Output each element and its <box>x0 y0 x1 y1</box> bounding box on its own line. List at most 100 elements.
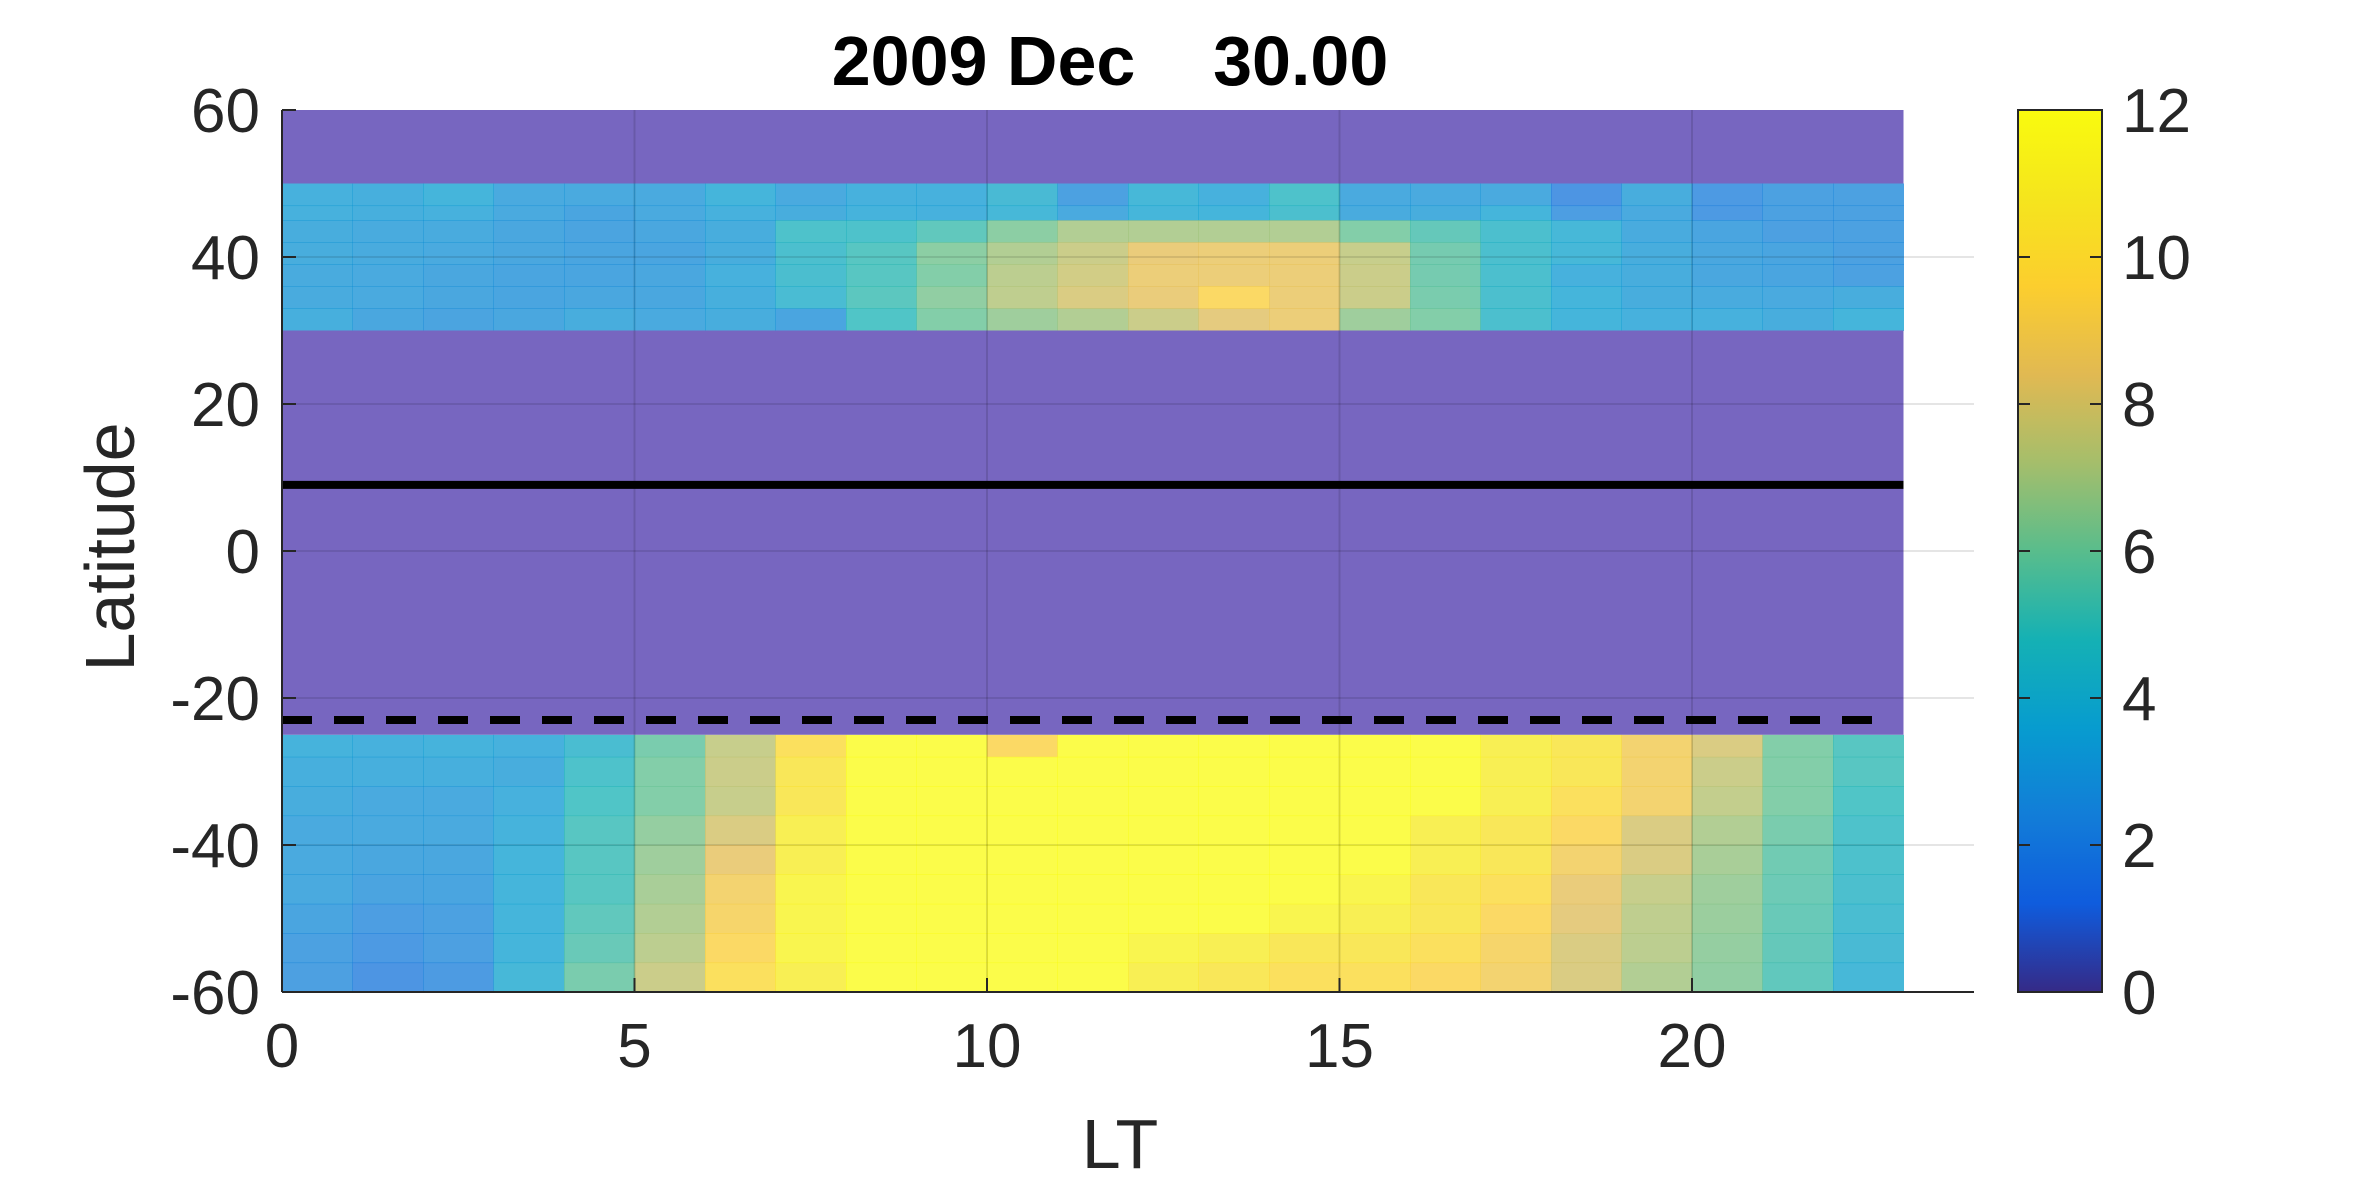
grid-lines <box>282 110 1974 992</box>
heatmap-cell <box>1833 874 1904 905</box>
heatmap-cell <box>1762 734 1834 758</box>
heatmap-cell <box>846 734 917 758</box>
heatmap-cell <box>564 286 635 309</box>
heatmap-cell <box>1621 734 1693 758</box>
heatmap-cell <box>634 874 706 905</box>
heatmap-cell <box>493 903 565 934</box>
heatmap-cell <box>846 903 917 934</box>
heatmap-cell <box>564 874 635 905</box>
heatmap-cell <box>916 756 988 787</box>
heatmap-cell <box>1692 874 1763 905</box>
heatmap-cell <box>1339 903 1411 934</box>
heatmap-cell <box>493 786 565 817</box>
heatmap-cell <box>352 183 424 207</box>
heatmap-cell <box>1128 874 1199 905</box>
heatmap-cell <box>987 962 1058 993</box>
heatmap-cell <box>705 242 776 265</box>
heatmap-cell <box>1551 903 1622 934</box>
heatmap-cell <box>1551 786 1622 817</box>
heatmap-cell <box>1198 815 1270 846</box>
heatmap-cell <box>846 845 917 875</box>
heatmap-cell <box>1480 903 1552 934</box>
heatmap-cell <box>564 786 635 817</box>
y-tick-label: 20 <box>191 371 260 440</box>
heatmap-cell <box>1762 242 1834 265</box>
heatmap-cell <box>1057 786 1129 817</box>
heatmap-cell <box>916 962 988 993</box>
heatmap-cell <box>1410 962 1481 993</box>
heatmap-cell <box>1198 183 1270 207</box>
heatmap-cell <box>1128 264 1199 287</box>
colorbar: 12 10 8 6 4 2 0 <box>2017 77 2191 1028</box>
colorbar-tick-label: 4 <box>2122 665 2156 734</box>
heatmap-cell <box>1410 845 1481 875</box>
heatmap-cell <box>987 933 1058 964</box>
heatmap-cell <box>564 205 635 221</box>
heatmap-cell <box>1198 734 1270 758</box>
heatmap-cell <box>1198 756 1270 787</box>
heatmap-cell <box>987 264 1058 287</box>
heatmap-cell <box>1551 220 1622 243</box>
heatmap-cell <box>1480 220 1552 243</box>
heatmap-cell <box>1692 734 1763 758</box>
colorbar-tick-label: 12 <box>2122 77 2191 146</box>
heatmap-cell <box>1057 962 1129 993</box>
heatmap-cell <box>352 786 424 817</box>
heatmap-cell <box>423 874 494 905</box>
heatmap-cell <box>493 734 565 758</box>
heatmap-cell <box>846 308 917 331</box>
heatmap-cell <box>1410 903 1481 934</box>
heatmap-cell <box>1480 183 1552 207</box>
heatmap-cell <box>1833 845 1904 875</box>
heatmap-cell <box>282 308 353 331</box>
heatmap-cell <box>1339 308 1411 331</box>
heatmap-cell <box>1198 264 1270 287</box>
heatmap-cell <box>987 903 1058 934</box>
heatmap-cell <box>1621 933 1693 964</box>
heatmap-cell <box>1833 815 1904 846</box>
heatmap-cell <box>634 183 706 207</box>
heatmap-cell <box>352 933 424 964</box>
heatmap-cell <box>282 786 353 817</box>
heatmap-cell <box>352 903 424 934</box>
heatmap-cell <box>1339 962 1411 993</box>
heatmap-cell <box>1128 308 1199 331</box>
heatmap-cell <box>705 220 776 243</box>
heatmap-cell <box>1692 786 1763 817</box>
heatmap-cell <box>1551 264 1622 287</box>
heatmap-cell <box>1833 183 1904 207</box>
heatmap-cell <box>282 220 353 243</box>
heatmap-cell <box>423 220 494 243</box>
heatmap-cell <box>1833 962 1904 993</box>
heatmap-cell <box>987 286 1058 309</box>
heatmap-cell <box>1198 220 1270 243</box>
heatmap-cell <box>1621 845 1693 875</box>
heatmap-cell <box>916 903 988 934</box>
heatmap-cell <box>846 183 917 207</box>
heatmap-cell <box>1762 815 1834 846</box>
heatmap-cell <box>1480 786 1552 817</box>
heatmap-cell <box>1128 933 1199 964</box>
heatmap-cell <box>352 874 424 905</box>
heatmap-cell <box>775 286 847 309</box>
heatmap-cell <box>282 205 353 221</box>
heatmap-cell <box>493 815 565 846</box>
heatmap-cell <box>1762 205 1834 221</box>
heatmap-cell <box>1198 933 1270 964</box>
heatmap-cell <box>1480 845 1552 875</box>
heatmap-cell <box>1269 205 1340 221</box>
heatmap-cell <box>1057 205 1129 221</box>
heatmap-cell <box>1692 183 1763 207</box>
heatmap-cell <box>1128 183 1199 207</box>
heatmap-cell <box>916 786 988 817</box>
heatmap-cell <box>1833 242 1904 265</box>
heatmap-cell <box>1621 220 1693 243</box>
heatmap-cell <box>634 286 706 309</box>
heatmap-cell <box>1128 242 1199 265</box>
heatmap-cell <box>1198 962 1270 993</box>
heatmap-cell <box>1057 815 1129 846</box>
heatmap-cell <box>1410 874 1481 905</box>
heatmap-cell <box>1692 220 1763 243</box>
heatmap-cell <box>846 264 917 287</box>
heatmap-cell <box>423 205 494 221</box>
